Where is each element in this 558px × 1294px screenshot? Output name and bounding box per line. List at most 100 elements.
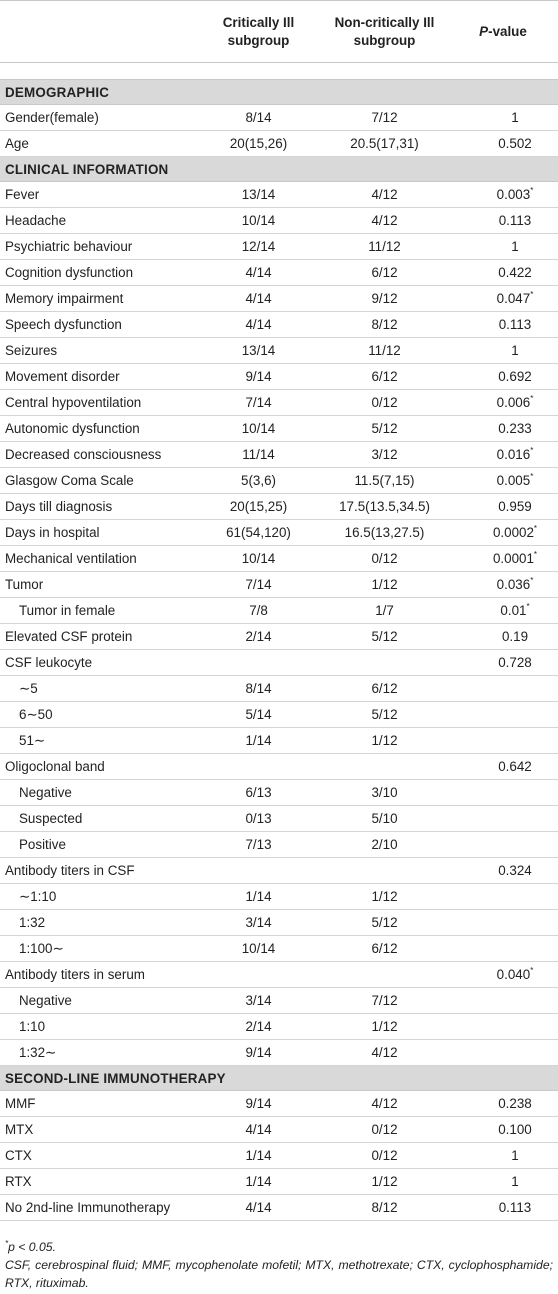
table-row: CSF leukocyte 0.728 bbox=[0, 649, 558, 676]
row-label: Suspected bbox=[0, 805, 196, 832]
table-row: Movement disorder 9/14 6/12 0.692 bbox=[0, 363, 558, 390]
row-label: Gender(female) bbox=[0, 104, 196, 131]
row-label: ∼5 bbox=[0, 675, 196, 702]
section-header-row: SECOND-LINE IMMUNOTHERAPY bbox=[0, 1065, 558, 1091]
non-critically-ill-value: 3/12 bbox=[321, 441, 448, 468]
table-subrow: Negative 6/13 3/10 bbox=[0, 779, 558, 806]
significance-mark: * bbox=[530, 966, 534, 975]
p-value-text: 0.19 bbox=[501, 629, 529, 644]
table-row: Memory impairment 4/14 9/12 0.047* bbox=[0, 285, 558, 312]
non-critically-ill-value: 1/7 bbox=[321, 597, 448, 624]
p-value: 0.0002* bbox=[448, 519, 558, 546]
row-label: MMF bbox=[0, 1090, 196, 1117]
critically-ill-value: 8/14 bbox=[196, 675, 321, 702]
p-value: 0.016* bbox=[448, 441, 558, 468]
p-value: 0.040* bbox=[448, 961, 558, 988]
p-value: 0.003* bbox=[448, 181, 558, 208]
non-critically-ill-value: 0/12 bbox=[321, 545, 448, 572]
table-row: Decreased consciousness 11/14 3/12 0.016* bbox=[0, 441, 558, 468]
p-value bbox=[448, 935, 558, 962]
row-label: Speech dysfunction bbox=[0, 311, 196, 338]
row-label: Age bbox=[0, 130, 196, 157]
table-body: DEMOGRAPHIC Gender(female) 8/14 7/12 1 Age 20(… bbox=[0, 62, 558, 1221]
non-critically-ill-value: 0/12 bbox=[321, 389, 448, 416]
table-subrow: Positive 7/13 2/10 bbox=[0, 831, 558, 858]
row-label: Cognition dysfunction bbox=[0, 259, 196, 286]
row-label: Negative bbox=[0, 987, 196, 1014]
table-row: Days till diagnosis 20(15,25) 17.5(13.5,34… bbox=[0, 493, 558, 520]
significance-mark: * bbox=[533, 524, 538, 533]
data-table: Critically Ill subgroup Non-critically I… bbox=[0, 0, 558, 1221]
p-value: 0.238 bbox=[448, 1090, 558, 1117]
non-critically-ill-value: 1/12 bbox=[321, 1013, 448, 1040]
critically-ill-value: 3/14 bbox=[196, 909, 321, 936]
table-subrow: ∼5 8/14 6/12 bbox=[0, 675, 558, 702]
non-critically-ill-value: 7/12 bbox=[321, 987, 448, 1014]
p-value-text: 0.113 bbox=[498, 213, 532, 228]
table-subrow: Tumor in female 7/8 1/7 0.01* bbox=[0, 597, 558, 624]
table-row: CTX 1/14 0/12 1 bbox=[0, 1142, 558, 1169]
table-row: Autonomic dysfunction 10/14 5/12 0.233 bbox=[0, 415, 558, 442]
critically-ill-value: 13/14 bbox=[196, 181, 321, 208]
p-value: 0.005* bbox=[448, 467, 558, 494]
p-value-text: 0.016 bbox=[496, 447, 531, 462]
non-critically-ill-value: 4/12 bbox=[321, 1039, 448, 1066]
critically-ill-value: 12/14 bbox=[196, 233, 321, 260]
non-critically-ill-value: 4/12 bbox=[321, 181, 448, 208]
p-value-text: 0.01 bbox=[500, 603, 527, 618]
critically-ill-value: 4/14 bbox=[196, 1116, 321, 1143]
p-value-text: 0.959 bbox=[498, 499, 532, 514]
p-value: 1 bbox=[448, 1168, 558, 1195]
p-value bbox=[448, 727, 558, 754]
non-critically-ill-value: 17.5(13.5,34.5) bbox=[321, 493, 448, 520]
p-value-text: 0.233 bbox=[498, 421, 532, 436]
p-value-text: 0.692 bbox=[498, 369, 532, 384]
non-critically-ill-value: 5/10 bbox=[321, 805, 448, 832]
table-row: Headache 10/14 4/12 0.113 bbox=[0, 207, 558, 234]
critically-ill-value: 4/14 bbox=[196, 1194, 321, 1221]
p-value: 0.324 bbox=[448, 857, 558, 884]
p-value: 0.006* bbox=[448, 389, 558, 416]
p-value-text: 0.036 bbox=[496, 577, 531, 592]
significance-mark: * bbox=[530, 290, 534, 299]
significance-mark: * bbox=[530, 576, 534, 585]
critically-ill-value: 6/13 bbox=[196, 779, 321, 806]
non-critically-ill-value: 6/12 bbox=[321, 935, 448, 962]
non-critically-ill-value: 2/10 bbox=[321, 831, 448, 858]
row-label: Memory impairment bbox=[0, 285, 196, 312]
significance-footnote: *p < 0.05. bbox=[5, 1239, 56, 1255]
abbreviations-footnote: CSF, cerebrospinal fluid; MMF, mycopheno… bbox=[5, 1258, 553, 1290]
p-value: 0.19 bbox=[448, 623, 558, 650]
significance-mark: * bbox=[526, 602, 530, 611]
p-value bbox=[448, 987, 558, 1014]
non-critically-ill-value: 8/12 bbox=[321, 311, 448, 338]
critically-ill-value: 9/14 bbox=[196, 1090, 321, 1117]
p-value-text: 1 bbox=[511, 239, 519, 254]
p-value bbox=[448, 779, 558, 806]
table-row: Seizures 13/14 11/12 1 bbox=[0, 337, 558, 364]
table-subrow: 6∼50 5/14 5/12 bbox=[0, 701, 558, 728]
p-value-text: 1 bbox=[511, 1174, 519, 1189]
p-value-text: 0.238 bbox=[498, 1096, 532, 1111]
non-critically-ill-value: 8/12 bbox=[321, 1194, 448, 1221]
table-row: No 2nd-line Immunotherapy 4/14 8/12 0.113 bbox=[0, 1194, 558, 1221]
non-critically-ill-value: 0/12 bbox=[321, 1116, 448, 1143]
p-value-text: 0.003 bbox=[496, 187, 531, 202]
p-value: 0.502 bbox=[448, 130, 558, 157]
p-value-text: 0.324 bbox=[498, 863, 532, 878]
section-title: SECOND-LINE IMMUNOTHERAPY bbox=[0, 1065, 558, 1091]
critically-ill-value: 1/14 bbox=[196, 727, 321, 754]
critically-ill-value: 1/14 bbox=[196, 1142, 321, 1169]
table-row: MMF 9/14 4/12 0.238 bbox=[0, 1090, 558, 1117]
row-label: Glasgow Coma Scale bbox=[0, 467, 196, 494]
critically-ill-value: 10/14 bbox=[196, 207, 321, 234]
p-value: 0.113 bbox=[448, 311, 558, 338]
table-footnotes: *p < 0.05. CSF, cerebrospinal fluid; MMF… bbox=[5, 1238, 553, 1292]
critically-ill-value: 20(15,26) bbox=[196, 130, 321, 157]
p-value: 1 bbox=[448, 233, 558, 260]
critically-ill-value: 13/14 bbox=[196, 337, 321, 364]
p-value: 0.642 bbox=[448, 753, 558, 780]
non-critically-ill-value bbox=[321, 857, 448, 884]
critically-ill-value: 10/14 bbox=[196, 545, 321, 572]
